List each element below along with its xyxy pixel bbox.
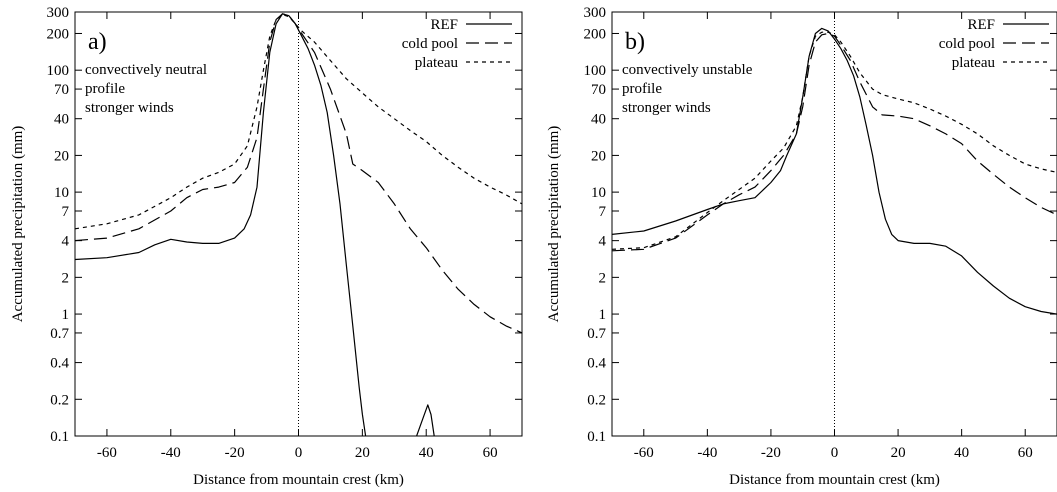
x-axis-title: Distance from mountain crest (km): [193, 472, 404, 488]
y-tick-label: 40: [54, 112, 69, 128]
y-tick-label: 300: [47, 5, 70, 21]
y-tick-label: 4: [62, 234, 70, 250]
y-tick-label: 0.4: [587, 356, 606, 372]
annotation-line: convectively unstable: [622, 62, 753, 78]
panel-label: b): [625, 29, 645, 55]
annotation-line: profile: [85, 81, 125, 97]
series-line-ref: [612, 27, 1057, 315]
legend-label: plateau: [952, 55, 996, 71]
y-tick-label: 0.4: [50, 356, 69, 372]
annotation-line: convectively neutral: [85, 62, 207, 78]
x-tick-label: 0: [295, 445, 303, 461]
y-tick-label: 200: [47, 26, 70, 42]
y-tick-label: 0.2: [587, 392, 606, 408]
x-tick-label: 40: [954, 445, 969, 461]
y-tick-label: 70: [54, 82, 69, 98]
annotation-line: stronger winds: [622, 100, 711, 116]
y-tick-label: 7: [62, 204, 70, 220]
panel-label: a): [88, 29, 107, 55]
x-tick-label: 20: [891, 445, 906, 461]
y-tick-label: 7: [599, 204, 607, 220]
x-tick-label: 60: [483, 445, 498, 461]
y-tick-label: 20: [54, 148, 69, 164]
annotation-line: profile: [622, 81, 662, 97]
series-line-cold-pool: [75, 13, 522, 334]
series-line-plateau: [612, 31, 1057, 250]
y-tick-label: 1: [599, 307, 607, 323]
y-axis-title: Accumulated precipitation (mm): [546, 126, 562, 323]
y-tick-label: 200: [584, 26, 607, 42]
x-tick-label: -60: [634, 445, 654, 461]
x-tick-label: -20: [761, 445, 781, 461]
y-tick-label: 0.2: [50, 392, 69, 408]
series-line-cold-pool: [612, 32, 1057, 252]
series-line-plateau: [75, 14, 522, 230]
y-tick-label: 0.1: [50, 429, 69, 445]
y-tick-label: 2: [62, 270, 70, 286]
y-tick-label: 4: [599, 234, 607, 250]
series-line-ref: [75, 13, 367, 436]
y-tick-label: 10: [591, 185, 606, 201]
legend-label: plateau: [415, 55, 459, 71]
series-line-ref: [416, 404, 435, 436]
legend-label: REF: [430, 17, 458, 33]
y-tick-label: 2: [599, 270, 607, 286]
y-tick-label: 300: [584, 5, 607, 21]
series-group: [612, 27, 1057, 315]
x-tick-label: -40: [161, 445, 181, 461]
y-axis-title: Accumulated precipitation (mm): [10, 126, 26, 323]
y-tick-label: 40: [591, 112, 606, 128]
x-tick-label: 20: [355, 445, 370, 461]
y-tick-label: 70: [591, 82, 606, 98]
x-tick-label: -40: [697, 445, 717, 461]
x-tick-label: 60: [1018, 445, 1033, 461]
x-axis-title: Distance from mountain crest (km): [729, 472, 940, 488]
legend-label: REF: [967, 17, 995, 33]
y-tick-label: 10: [54, 185, 69, 201]
x-tick-label: -20: [225, 445, 245, 461]
y-tick-label: 0.7: [50, 326, 69, 342]
y-tick-label: 100: [584, 63, 607, 79]
annotation-line: stronger winds: [85, 100, 174, 116]
x-tick-label: 0: [831, 445, 839, 461]
legend-label: cold pool: [939, 36, 995, 52]
y-tick-label: 1: [62, 307, 70, 323]
y-tick-label: 0.1: [587, 429, 606, 445]
x-tick-label: 40: [419, 445, 434, 461]
legend-label: cold pool: [402, 36, 458, 52]
x-tick-label: -60: [97, 445, 117, 461]
y-tick-label: 0.7: [587, 326, 606, 342]
y-tick-label: 100: [47, 63, 70, 79]
series-group: [75, 13, 522, 436]
y-tick-label: 20: [591, 148, 606, 164]
